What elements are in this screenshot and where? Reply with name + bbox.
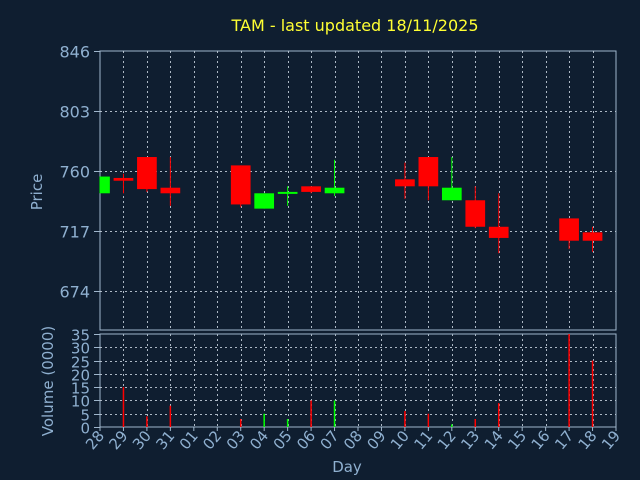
volume-bar (146, 416, 148, 427)
price-tick-label: 717 (59, 223, 90, 242)
volume-bar (122, 387, 125, 427)
volume-bar (451, 424, 453, 427)
candle (230, 165, 251, 208)
volume-bar (568, 334, 570, 427)
candle (395, 162, 415, 199)
candle-body (324, 187, 345, 194)
candle-body (113, 177, 134, 181)
volume-tick-label: 25 (71, 354, 90, 372)
candle-body (395, 179, 415, 187)
x-tick-label: 14 (481, 427, 507, 453)
candle-body (582, 232, 603, 241)
x-tick-label: 13 (457, 427, 483, 453)
volume-bar (474, 419, 477, 427)
volume-bar (310, 400, 312, 427)
candle (465, 186, 486, 229)
volume-bar (404, 411, 406, 427)
x-tick-label: 08 (340, 427, 366, 453)
volume-bar (333, 400, 336, 427)
volume-bar (286, 419, 289, 427)
volume-panel: 0510152025303528293031010203040506070809… (71, 327, 624, 454)
x-axis-label: Day (332, 458, 362, 476)
candle (137, 157, 157, 192)
candle (488, 193, 509, 254)
volume-tick-label: 0 (80, 420, 90, 438)
volume-bar (169, 405, 172, 427)
volume-tick-label: 20 (71, 367, 90, 385)
volume-tick-label: 5 (80, 407, 90, 425)
x-tick-label: 05 (270, 427, 296, 453)
candle-body (254, 193, 275, 209)
candle-body (465, 200, 486, 227)
candle-body (301, 186, 321, 192)
x-tick-label: 02 (199, 427, 225, 453)
candle-body (137, 157, 157, 190)
x-tick-label: 30 (129, 427, 155, 453)
volume-axis-label: Volume (0000) (39, 326, 57, 436)
candle (160, 157, 181, 206)
x-tick-label: 17 (551, 427, 577, 453)
candle-body (160, 187, 181, 194)
candle-body (277, 191, 298, 194)
volume-tick-label: 35 (71, 327, 90, 345)
x-tick-label: 06 (293, 427, 319, 453)
candle (441, 157, 462, 201)
x-tick-label: 29 (105, 427, 131, 453)
candle (559, 218, 579, 250)
x-tick-label: 03 (223, 427, 249, 453)
candle-body (559, 218, 579, 241)
volume-bar (427, 413, 430, 427)
x-tick-label: 10 (387, 427, 413, 453)
x-tick-label: 15 (504, 427, 530, 453)
volume-bar (239, 419, 242, 427)
candle (582, 226, 603, 252)
price-axis-label: Price (28, 174, 46, 211)
price-tick-label: 674 (59, 283, 90, 302)
volume-bar (497, 403, 500, 427)
volume-tick-label: 10 (71, 393, 90, 411)
x-tick-label: 18 (575, 427, 601, 453)
price-panel: 674 717 760 803 846 (59, 43, 617, 331)
x-tick-label: 04 (246, 427, 272, 453)
candle (99, 176, 110, 194)
x-tick-label: 19 (598, 427, 624, 453)
candle (113, 173, 134, 194)
x-tick-label: 31 (152, 427, 178, 453)
price-tick-label: 803 (59, 103, 90, 122)
candle (301, 186, 321, 194)
candle-body (488, 226, 509, 238)
chart-title: TAM - last updated 18/11/2025 (230, 16, 478, 35)
candle (324, 159, 345, 197)
x-tick-label: 01 (176, 427, 202, 453)
x-tick-label: 16 (528, 427, 554, 453)
candle-body (100, 176, 110, 194)
x-tick-label: 12 (434, 427, 460, 453)
candle-body (418, 157, 439, 187)
x-tick-label: 11 (410, 427, 436, 453)
x-tick-label: 09 (363, 427, 389, 453)
x-tick-label: 07 (317, 427, 343, 453)
volume-tick-label: 30 (71, 340, 90, 358)
candle-body (441, 187, 462, 201)
candle (277, 186, 298, 206)
candle (254, 193, 275, 209)
price-tick-label: 760 (59, 163, 90, 182)
volume-tick-label: 15 (71, 380, 90, 398)
candle (418, 157, 439, 201)
candle-body (230, 165, 251, 205)
volume-bar (591, 360, 594, 427)
volume-bar (263, 413, 265, 427)
price-tick-label: 846 (59, 43, 90, 62)
